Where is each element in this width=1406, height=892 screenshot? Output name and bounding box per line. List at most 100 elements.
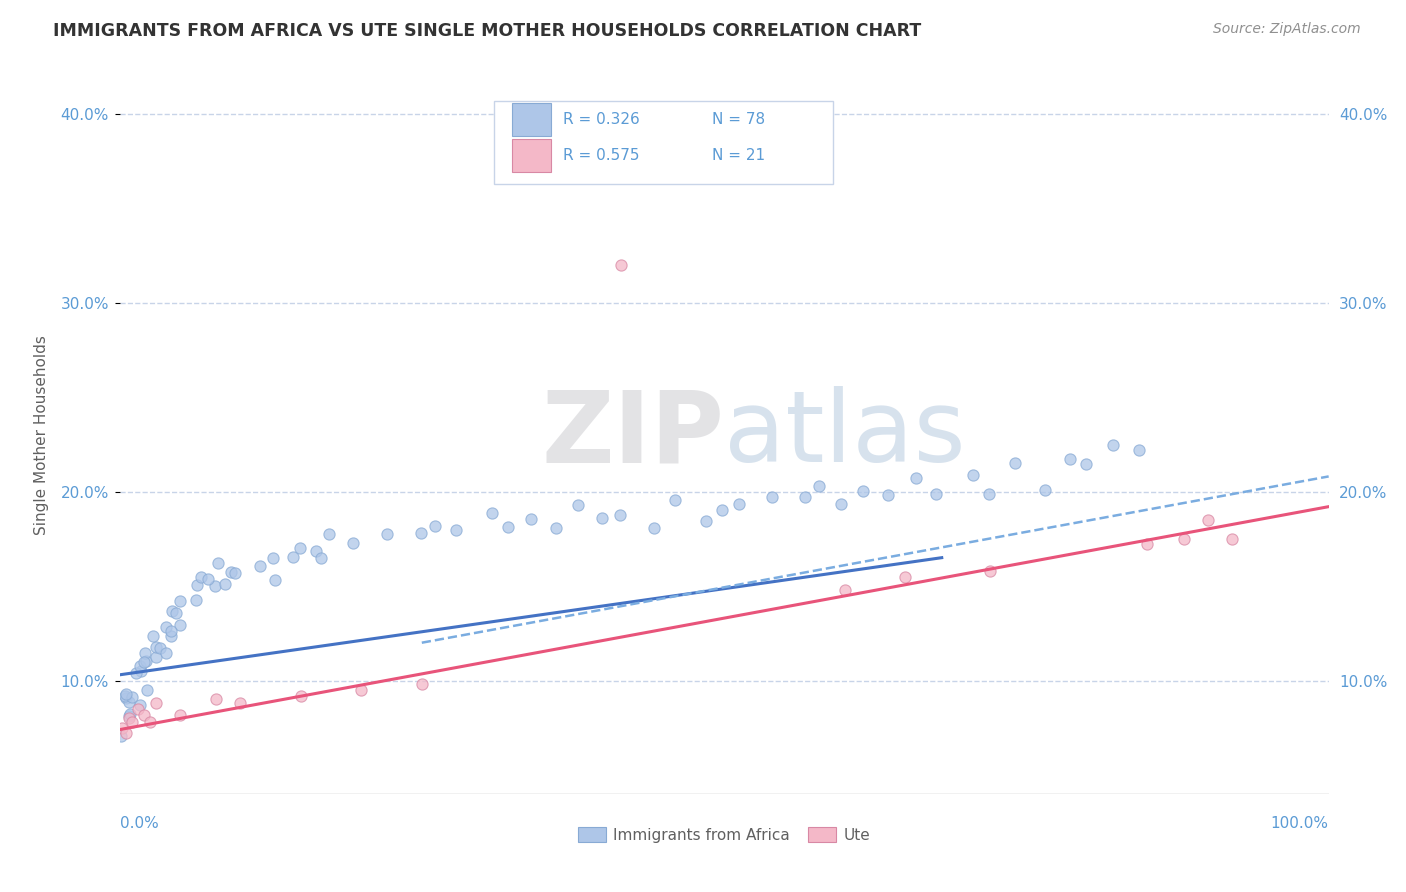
Point — [129, 698, 152, 713]
Point — [229, 696, 252, 710]
Point — [129, 664, 152, 678]
Point — [125, 665, 148, 680]
Point — [114, 726, 136, 740]
Point — [155, 620, 177, 634]
Point — [318, 527, 340, 541]
Point — [610, 258, 633, 272]
Point — [114, 690, 136, 704]
Point — [1004, 456, 1026, 470]
Point — [288, 541, 311, 556]
Point — [160, 629, 183, 643]
Text: IMMIGRANTS FROM AFRICA VS UTE SINGLE MOTHER HOUSEHOLDS CORRELATION CHART: IMMIGRANTS FROM AFRICA VS UTE SINGLE MOT… — [53, 22, 922, 40]
Text: 0.0%: 0.0% — [120, 816, 159, 831]
Point — [281, 549, 304, 564]
Point — [207, 556, 229, 570]
Point — [1101, 438, 1123, 452]
Point — [145, 696, 167, 710]
Point — [567, 498, 589, 512]
Point — [979, 564, 1001, 578]
Point — [155, 646, 177, 660]
Point — [145, 650, 167, 665]
Point — [793, 490, 815, 504]
Point — [136, 683, 159, 698]
Point — [728, 497, 751, 511]
Point — [664, 493, 686, 508]
Point — [120, 706, 142, 721]
Point — [145, 640, 167, 654]
Point — [305, 544, 328, 558]
FancyBboxPatch shape — [495, 101, 832, 184]
Text: atlas: atlas — [724, 386, 966, 483]
Point — [186, 577, 208, 591]
Point — [496, 520, 519, 534]
Point — [132, 655, 155, 669]
Point — [148, 641, 170, 656]
Point — [444, 524, 467, 538]
Point — [962, 467, 984, 482]
Point — [1074, 457, 1097, 471]
FancyBboxPatch shape — [512, 139, 551, 172]
Point — [342, 536, 364, 550]
Point — [695, 514, 717, 528]
Point — [1220, 532, 1243, 546]
Point — [977, 486, 1000, 500]
Point — [224, 566, 246, 580]
Point — [377, 526, 399, 541]
Point — [134, 646, 156, 660]
Point — [114, 687, 136, 701]
Point — [142, 629, 165, 643]
Point — [411, 677, 433, 691]
Point — [852, 484, 875, 499]
Point — [1128, 443, 1150, 458]
Point — [905, 471, 928, 485]
Point — [118, 695, 141, 709]
Point — [311, 551, 333, 566]
Point — [1197, 513, 1219, 527]
Point — [520, 512, 543, 526]
Point — [169, 594, 191, 608]
Point — [169, 617, 191, 632]
Point — [132, 707, 155, 722]
Point — [894, 569, 917, 583]
Point — [114, 691, 136, 706]
Point — [609, 508, 631, 522]
Point — [111, 721, 134, 735]
Point — [1035, 483, 1057, 497]
Point — [544, 521, 567, 535]
Point — [834, 582, 856, 597]
Point — [830, 497, 852, 511]
FancyBboxPatch shape — [512, 103, 551, 136]
Point — [1136, 537, 1159, 551]
Point — [249, 558, 271, 573]
Point — [127, 702, 149, 716]
Point — [165, 606, 187, 620]
Point — [711, 503, 734, 517]
Point — [135, 654, 157, 668]
Point — [264, 573, 287, 587]
Point — [169, 707, 191, 722]
Point — [761, 490, 783, 504]
Point — [190, 570, 212, 584]
Point — [204, 579, 226, 593]
Point — [159, 624, 181, 638]
Point — [591, 511, 613, 525]
Text: R = 0.326: R = 0.326 — [564, 112, 640, 128]
Point — [807, 479, 830, 493]
Point — [205, 692, 228, 706]
Point — [219, 566, 242, 580]
Point — [409, 525, 432, 540]
Text: Source: ZipAtlas.com: Source: ZipAtlas.com — [1213, 22, 1361, 37]
Point — [121, 690, 143, 705]
Point — [290, 689, 312, 703]
Legend: Immigrants from Africa, Ute: Immigrants from Africa, Ute — [574, 822, 875, 847]
Point — [121, 715, 143, 730]
Point — [138, 715, 162, 730]
Point — [214, 576, 236, 591]
Text: N = 21: N = 21 — [711, 148, 765, 163]
Point — [262, 550, 284, 565]
Point — [643, 521, 665, 535]
Text: N = 78: N = 78 — [711, 112, 765, 128]
Point — [877, 488, 900, 502]
Point — [1173, 532, 1195, 546]
Point — [129, 659, 152, 673]
